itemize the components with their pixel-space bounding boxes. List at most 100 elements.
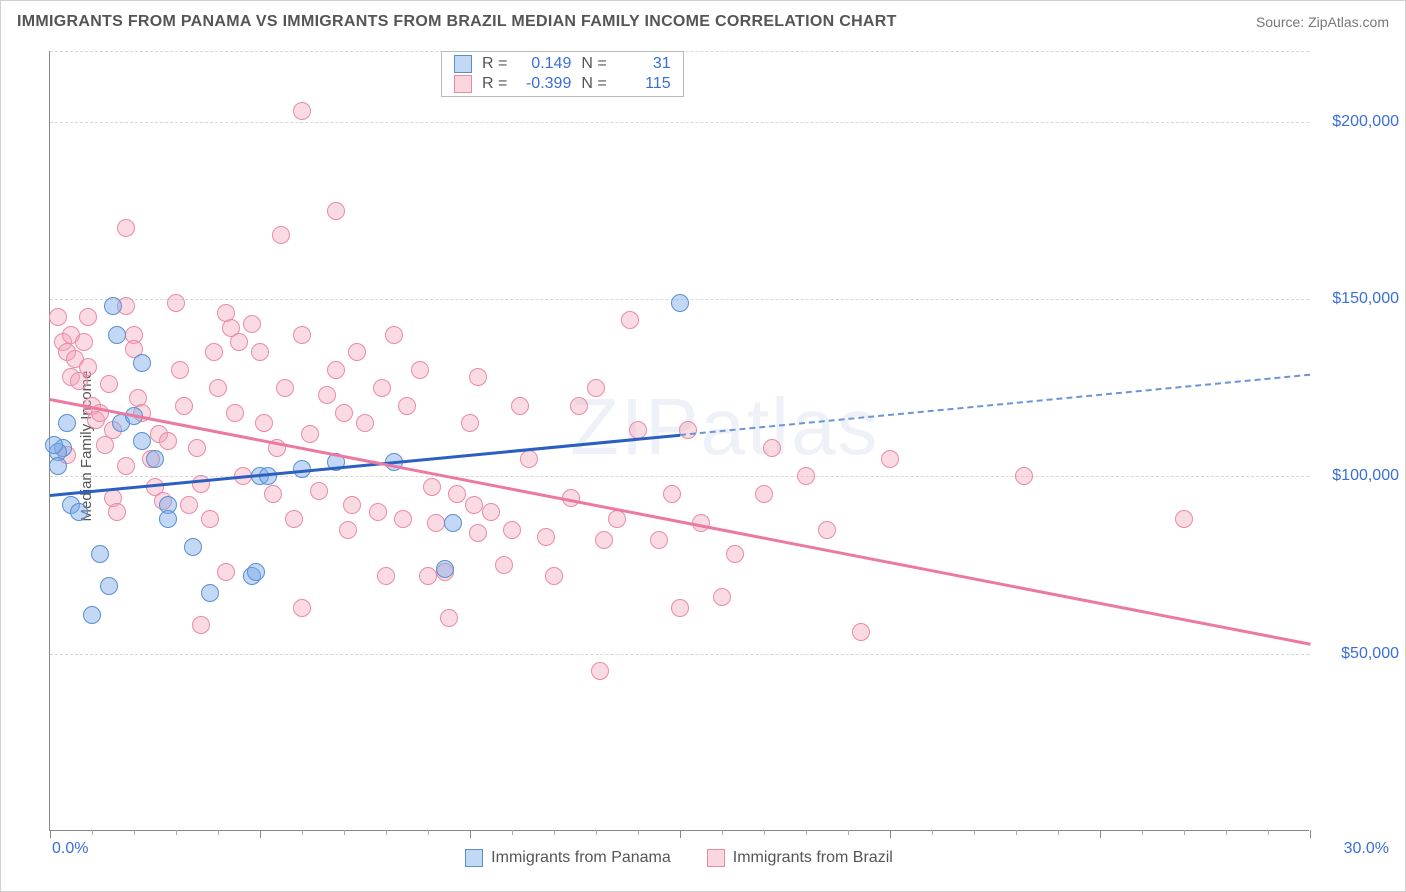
scatter-point bbox=[285, 510, 303, 528]
scatter-point bbox=[503, 521, 521, 539]
scatter-point bbox=[243, 315, 261, 333]
scatter-point bbox=[713, 588, 731, 606]
x-tick-minor bbox=[428, 830, 429, 835]
x-tick-minor bbox=[1184, 830, 1185, 835]
scatter-point bbox=[171, 361, 189, 379]
scatter-point bbox=[587, 379, 605, 397]
x-tick-minor bbox=[218, 830, 219, 835]
scatter-point bbox=[373, 379, 391, 397]
legend-item-panama: Immigrants from Panama bbox=[465, 849, 671, 867]
scatter-point bbox=[230, 333, 248, 351]
y-tick-label: $200,000 bbox=[1319, 113, 1399, 131]
scatter-point bbox=[755, 485, 773, 503]
x-tick-minor bbox=[134, 830, 135, 835]
scatter-point bbox=[570, 397, 588, 415]
x-tick-minor bbox=[596, 830, 597, 835]
x-tick-major bbox=[1100, 830, 1101, 838]
scatter-point bbox=[608, 510, 626, 528]
x-tick-minor bbox=[344, 830, 345, 835]
x-tick-major bbox=[680, 830, 681, 838]
scatter-point bbox=[175, 397, 193, 415]
scatter-point bbox=[482, 503, 500, 521]
scatter-point bbox=[797, 467, 815, 485]
scatter-point bbox=[217, 563, 235, 581]
scatter-point bbox=[763, 439, 781, 457]
scatter-point bbox=[520, 450, 538, 468]
x-tick-major bbox=[260, 830, 261, 838]
bottom-legend: Immigrants from Panama Immigrants from B… bbox=[49, 849, 1309, 867]
x-tick-minor bbox=[176, 830, 177, 835]
scatter-point bbox=[469, 368, 487, 386]
scatter-point bbox=[394, 510, 412, 528]
scatter-point bbox=[495, 556, 513, 574]
x-tick-label-max: 30.0% bbox=[1344, 840, 1389, 858]
y-tick-label: $150,000 bbox=[1319, 290, 1399, 308]
scatter-point bbox=[343, 496, 361, 514]
scatter-point bbox=[356, 414, 374, 432]
scatter-point bbox=[318, 386, 336, 404]
scatter-point bbox=[881, 450, 899, 468]
scatter-point bbox=[461, 414, 479, 432]
x-tick-major bbox=[50, 830, 51, 838]
scatter-point bbox=[671, 294, 689, 312]
x-tick-major bbox=[890, 830, 891, 838]
swatch-icon bbox=[465, 849, 483, 867]
scatter-point bbox=[49, 308, 67, 326]
scatter-point bbox=[251, 343, 269, 361]
scatter-point bbox=[377, 567, 395, 585]
scatter-point bbox=[45, 436, 63, 454]
scatter-point bbox=[209, 379, 227, 397]
scatter-point bbox=[184, 538, 202, 556]
scatter-point bbox=[117, 457, 135, 475]
scatter-point bbox=[91, 545, 109, 563]
scatter-point bbox=[117, 219, 135, 237]
scatter-point bbox=[49, 457, 67, 475]
scatter-point bbox=[679, 421, 697, 439]
scatter-point bbox=[293, 326, 311, 344]
legend-label: Immigrants from Brazil bbox=[733, 849, 893, 867]
scatter-point bbox=[1175, 510, 1193, 528]
swatch-icon bbox=[454, 75, 472, 93]
scatter-point bbox=[469, 524, 487, 542]
x-tick-minor bbox=[92, 830, 93, 835]
x-tick-minor bbox=[1268, 830, 1269, 835]
x-tick-minor bbox=[764, 830, 765, 835]
x-tick-minor bbox=[848, 830, 849, 835]
scatter-point bbox=[264, 485, 282, 503]
scatter-point bbox=[259, 467, 277, 485]
chart-container: IMMIGRANTS FROM PANAMA VS IMMIGRANTS FRO… bbox=[0, 0, 1406, 892]
scatter-point bbox=[75, 333, 93, 351]
y-tick-label: $50,000 bbox=[1319, 645, 1399, 663]
x-tick-major bbox=[1310, 830, 1311, 838]
scatter-point bbox=[335, 404, 353, 422]
x-tick-minor bbox=[1226, 830, 1227, 835]
scatter-point bbox=[419, 567, 437, 585]
scatter-point bbox=[79, 358, 97, 376]
scatter-point bbox=[650, 531, 668, 549]
scatter-point bbox=[621, 311, 639, 329]
scatter-point bbox=[192, 616, 210, 634]
scatter-point bbox=[444, 514, 462, 532]
scatter-point bbox=[58, 414, 76, 432]
scatter-point bbox=[79, 308, 97, 326]
scatter-point bbox=[201, 584, 219, 602]
scatter-point bbox=[440, 609, 458, 627]
scatter-point bbox=[591, 662, 609, 680]
scatter-point bbox=[818, 521, 836, 539]
scatter-point bbox=[83, 606, 101, 624]
x-tick-minor bbox=[806, 830, 807, 835]
x-tick-minor bbox=[1016, 830, 1017, 835]
scatter-point bbox=[201, 510, 219, 528]
scatter-point bbox=[226, 404, 244, 422]
scatter-point bbox=[180, 496, 198, 514]
x-tick-minor bbox=[512, 830, 513, 835]
scatter-point bbox=[133, 354, 151, 372]
stat-n-label: N = bbox=[581, 75, 606, 93]
scatter-point bbox=[293, 599, 311, 617]
stat-r-label: R = bbox=[482, 55, 507, 73]
scatter-point bbox=[255, 414, 273, 432]
scatter-point bbox=[188, 439, 206, 457]
scatter-point bbox=[595, 531, 613, 549]
stats-row-brazil: R = -0.399 N = 115 bbox=[442, 74, 683, 94]
scatter-point bbox=[146, 450, 164, 468]
